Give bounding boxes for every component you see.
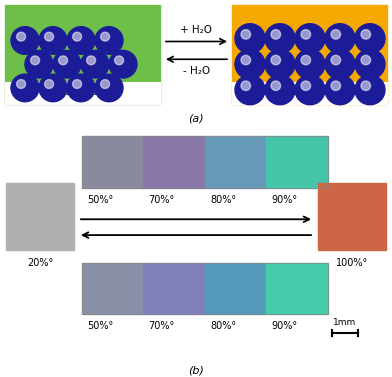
Circle shape (265, 75, 295, 105)
Circle shape (31, 56, 40, 65)
Text: + H₂O: + H₂O (180, 25, 212, 35)
Circle shape (361, 30, 370, 39)
Bar (82, 136, 328, 188)
Circle shape (73, 32, 82, 41)
Circle shape (45, 32, 54, 41)
Text: 50%°: 50%° (87, 321, 113, 331)
Circle shape (355, 49, 385, 79)
Text: (a): (a) (188, 113, 204, 124)
Text: - H₂O: - H₂O (183, 66, 210, 76)
Circle shape (295, 24, 325, 53)
Circle shape (265, 24, 295, 53)
Bar (82, 136, 143, 188)
Circle shape (295, 49, 325, 79)
Circle shape (16, 32, 25, 41)
Circle shape (235, 24, 265, 53)
Circle shape (241, 30, 250, 39)
Text: 70%°: 70%° (149, 195, 175, 205)
Bar (232, 82, 387, 104)
Circle shape (325, 49, 355, 79)
Circle shape (325, 24, 355, 53)
Circle shape (16, 80, 25, 89)
Bar (267, 263, 328, 314)
Circle shape (331, 30, 341, 39)
Text: 80%°: 80%° (210, 321, 236, 331)
Circle shape (81, 51, 109, 78)
Circle shape (58, 56, 67, 65)
Circle shape (265, 49, 295, 79)
Circle shape (301, 81, 310, 90)
Circle shape (301, 30, 310, 39)
Bar (5, 5, 160, 104)
Circle shape (101, 80, 109, 89)
Circle shape (235, 49, 265, 79)
Text: 90%°: 90%° (271, 321, 298, 331)
Bar (6, 183, 74, 250)
Circle shape (45, 80, 54, 89)
Text: glass slide 1: glass slide 1 (281, 88, 338, 97)
Text: (b): (b) (188, 365, 204, 375)
Bar (205, 263, 267, 314)
Text: 70%°: 70%° (149, 321, 175, 331)
Bar (267, 136, 328, 188)
Circle shape (53, 51, 81, 78)
Circle shape (67, 74, 95, 102)
Circle shape (11, 27, 39, 54)
Circle shape (271, 30, 281, 39)
Bar (318, 183, 386, 250)
Circle shape (73, 80, 82, 89)
Circle shape (301, 55, 310, 65)
Text: 20%°: 20%° (27, 258, 53, 268)
Bar (143, 263, 205, 314)
Circle shape (295, 75, 325, 105)
Text: glass slide 1: glass slide 1 (54, 88, 111, 97)
Circle shape (241, 81, 250, 90)
Bar (5, 82, 160, 104)
Circle shape (11, 74, 39, 102)
Circle shape (67, 27, 95, 54)
Circle shape (109, 51, 137, 78)
Circle shape (114, 56, 123, 65)
Bar (205, 136, 267, 188)
Bar (82, 263, 328, 314)
Bar (232, 5, 387, 104)
Circle shape (87, 56, 96, 65)
Circle shape (101, 32, 109, 41)
Text: 1mm: 1mm (333, 318, 357, 327)
Text: 90%°: 90%° (271, 195, 298, 205)
Circle shape (25, 51, 53, 78)
Circle shape (361, 55, 370, 65)
Text: 100%°: 100%° (336, 258, 368, 268)
Circle shape (39, 74, 67, 102)
Text: 50%°: 50%° (87, 195, 113, 205)
Bar (82, 263, 143, 314)
Bar (143, 136, 205, 188)
Circle shape (95, 27, 123, 54)
Circle shape (271, 55, 281, 65)
Circle shape (355, 24, 385, 53)
Circle shape (355, 75, 385, 105)
Circle shape (241, 55, 250, 65)
Circle shape (39, 27, 67, 54)
Circle shape (331, 55, 341, 65)
Circle shape (95, 74, 123, 102)
Text: 80%°: 80%° (210, 195, 236, 205)
Circle shape (271, 81, 281, 90)
Circle shape (361, 81, 370, 90)
Circle shape (235, 75, 265, 105)
Circle shape (325, 75, 355, 105)
Circle shape (331, 81, 341, 90)
